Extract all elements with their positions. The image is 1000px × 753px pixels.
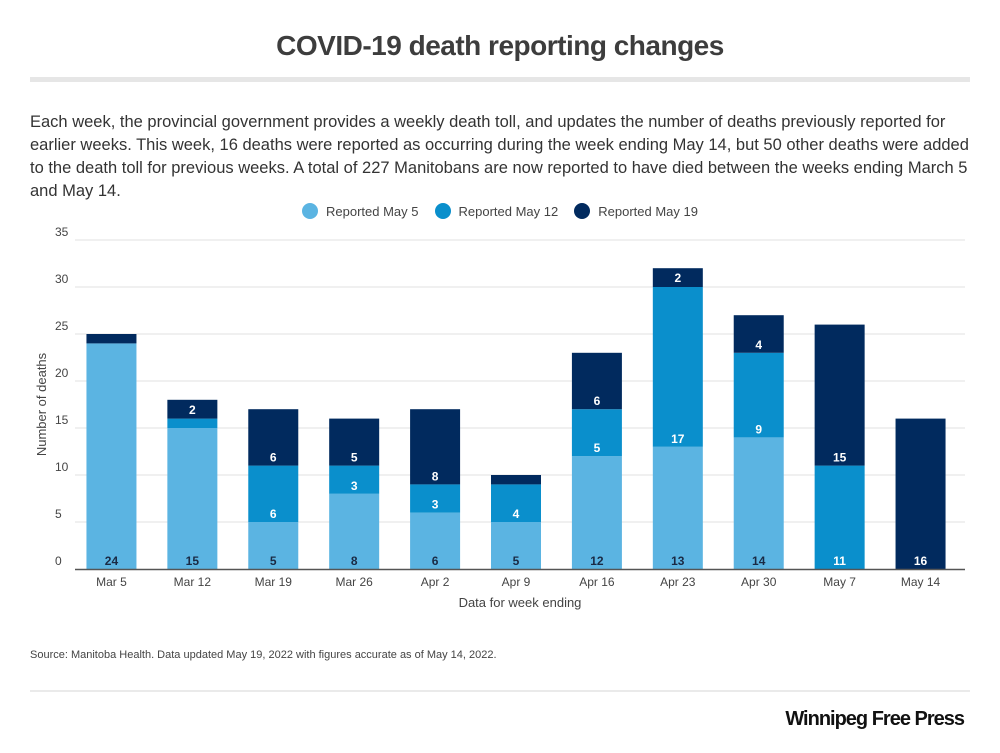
data-label: 5 <box>351 451 358 465</box>
x-tick-label: Apr 23 <box>660 575 696 589</box>
y-axis-label: Number of deaths <box>34 352 49 456</box>
data-label: 6 <box>270 451 277 465</box>
data-label: 17 <box>671 432 685 446</box>
data-label: 5 <box>594 441 601 455</box>
legend-item-reported-may-12: Reported May 12 <box>434 203 559 219</box>
data-label: 8 <box>351 554 358 568</box>
footer-divider <box>30 690 970 692</box>
bar-segment <box>86 343 137 569</box>
bar-segment <box>733 352 784 438</box>
bar-segment <box>329 493 380 569</box>
data-label: 6 <box>594 394 601 408</box>
legend-label: Reported May 5 <box>326 203 419 219</box>
bar-segment <box>895 418 946 569</box>
x-tick-label: Apr 16 <box>579 575 615 589</box>
bar-segment <box>410 409 461 485</box>
y-tick-label: 5 <box>55 507 62 521</box>
y-tick-label: 30 <box>55 272 69 286</box>
data-label: 4 <box>755 338 762 352</box>
publisher-logo: Winnipeg Free Press <box>785 708 965 730</box>
data-label: 5 <box>513 554 520 568</box>
data-label: 12 <box>590 554 604 568</box>
y-tick-label: 15 <box>55 413 69 427</box>
x-tick-label: Mar 5 <box>96 575 127 589</box>
legend-swatch <box>302 203 319 219</box>
x-tick-labels: Mar 5 Mar 12 Mar 19 Mar 26 Apr 2 Apr 9 Apr 16 A… <box>96 575 940 589</box>
source-note: Source: Manitoba Health. Data updated Ma… <box>30 649 497 661</box>
data-label: 16 <box>914 554 928 568</box>
bar-segment <box>652 268 703 287</box>
bar-segment <box>86 334 137 344</box>
y-tick-label: 10 <box>55 460 69 474</box>
bar-segment <box>248 465 299 522</box>
bar-segment <box>491 522 541 569</box>
legend-swatch <box>574 203 591 219</box>
bar-segment <box>329 465 380 494</box>
x-axis-label: Data for week ending <box>459 595 582 610</box>
y-tick-label: 20 <box>55 366 69 380</box>
data-label: 11 <box>833 554 846 568</box>
x-tick-label: May 14 <box>901 575 941 589</box>
x-tick-label: May 7 <box>823 575 856 589</box>
legend: Reported May 5 Reported May 12 Reported … <box>0 203 1000 219</box>
data-label: 9 <box>755 422 762 436</box>
legend-item-reported-may-5: Reported May 5 <box>302 203 419 219</box>
data-label: 8 <box>432 469 439 483</box>
bar-segment <box>571 409 622 457</box>
data-label: 3 <box>432 498 439 512</box>
y-tick-label: 35 <box>55 225 69 239</box>
data-label: 5 <box>270 554 277 568</box>
bar-segment <box>571 456 622 569</box>
data-label: 14 <box>752 554 766 568</box>
legend-label: Reported May 19 <box>598 203 698 219</box>
x-tick-label: Mar 19 <box>255 575 293 589</box>
legend-swatch <box>434 203 451 219</box>
data-label: 3 <box>351 479 358 493</box>
bar-segment <box>733 315 784 353</box>
y-tick-label: 0 <box>55 554 62 568</box>
bar-segment <box>167 428 218 569</box>
data-label: 6 <box>270 507 277 521</box>
bar-segment <box>167 418 218 428</box>
bar-segment <box>248 522 299 569</box>
bar-segment <box>167 399 218 419</box>
bar-segment <box>814 324 865 466</box>
bar-segment <box>491 475 541 485</box>
bars: 24 15 2 5 6 6 8 3 5 6 3 8 5 4 12 5 6 13 17 2 14 9 4 11 15 16 <box>86 268 946 569</box>
data-label: 2 <box>189 403 196 417</box>
x-tick-label: Mar 12 <box>174 575 212 589</box>
bar-segment <box>814 465 865 569</box>
bar-segment <box>733 437 784 569</box>
chart-title: COVID-19 death reporting changes <box>276 30 724 61</box>
bar-segment <box>410 512 461 569</box>
data-label: 4 <box>513 507 520 521</box>
data-label: 13 <box>671 554 685 568</box>
data-label: 2 <box>674 271 681 285</box>
y-tick-labels: 0 5 10 15 20 25 30 35 <box>55 225 69 568</box>
x-tick-label: Apr 9 <box>502 575 531 589</box>
x-tick-label: Apr 30 <box>741 575 777 589</box>
data-label: 24 <box>105 554 119 568</box>
data-label: 6 <box>432 554 439 568</box>
bar-segment <box>652 446 703 569</box>
bar-segment <box>652 287 703 447</box>
legend-item-reported-may-19: Reported May 19 <box>574 203 698 219</box>
bar-segment <box>248 409 299 466</box>
gridlines <box>75 239 965 523</box>
y-tick-label: 25 <box>55 319 69 333</box>
legend-label: Reported May 12 <box>458 203 559 219</box>
x-tick-label: Apr 2 <box>421 575 450 589</box>
data-label: 15 <box>833 451 847 465</box>
bar-segment <box>329 418 380 466</box>
bar-segment <box>410 484 461 513</box>
chart-description: Each week, the provincial government pro… <box>30 113 969 200</box>
x-tick-label: Mar 26 <box>336 575 374 589</box>
bar-segment <box>571 352 622 410</box>
header-divider <box>30 77 970 82</box>
bar-segment <box>491 484 541 522</box>
data-label: 15 <box>186 554 200 568</box>
